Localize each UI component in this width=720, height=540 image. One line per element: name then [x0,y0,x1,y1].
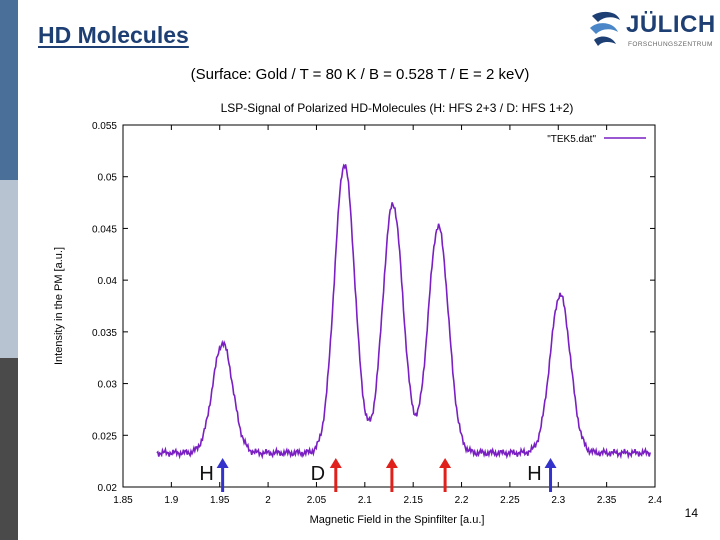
y-tick-label: 0.035 [92,328,117,339]
sidebar-accent-top [0,0,18,180]
juelich-logo-icon [590,11,620,46]
y-tick-label: 0.05 [98,173,118,184]
x-tick-label: 2 [265,495,271,506]
series-line [156,163,651,460]
marker-label-d-1: D [311,463,325,485]
logo-wordmark: JÜLICH [626,11,716,38]
marker-label-h-0: H [199,463,213,485]
x-tick-label: 2.25 [500,495,520,506]
juelich-logo: JÜLICH FORSCHUNGSZENTRUM [586,8,715,52]
x-tick-label: 2.3 [551,495,565,506]
x-tick-label: 2.05 [307,495,327,506]
marker-arrow-head [439,458,452,468]
page-number: 14 [684,506,698,520]
x-tick-label: 2.1 [358,495,372,506]
y-tick-label: 0.045 [92,224,117,235]
marker-label-h-4: H [527,463,541,485]
y-tick-label: 0.03 [98,380,118,391]
x-tick-label: 1.95 [210,495,230,506]
legend-label: "TEK5.dat" [547,134,596,145]
x-tick-label: 1.85 [113,495,133,506]
slide-title: HD Molecules [38,22,189,48]
y-tick-label: 0.055 [92,121,117,132]
marker-arrow-head [329,458,342,468]
sidebar-accent-middle [0,180,18,358]
x-tick-label: 2.4 [648,495,662,506]
x-tick-label: 2.35 [597,495,617,506]
marker-arrow-head [544,458,557,468]
chart-title: LSP-Signal of Polarized HD-Molecules (H:… [221,101,574,115]
plot-frame [122,124,656,488]
marker-arrow-head [216,458,229,468]
x-tick-label: 2.15 [403,495,423,506]
sidebar-accent-bottom [0,358,18,540]
y-tick-label: 0.04 [98,276,118,287]
slide-subtitle: (Surface: Gold / T = 80 K / B = 0.528 T … [190,66,530,83]
x-tick-label: 1.9 [164,495,178,506]
y-axis-label: Intensity in the PM [a.u.] [53,247,65,365]
y-tick-label: 0.025 [92,431,117,442]
x-axis-label: Magnetic Field in the Spinfilter [a.u.] [310,514,485,526]
logo-subtitle: FORSCHUNGSZENTRUM [628,41,713,48]
y-tick-label: 0.02 [98,483,118,494]
marker-arrow-head [385,458,398,468]
x-tick-label: 2.2 [455,495,469,506]
